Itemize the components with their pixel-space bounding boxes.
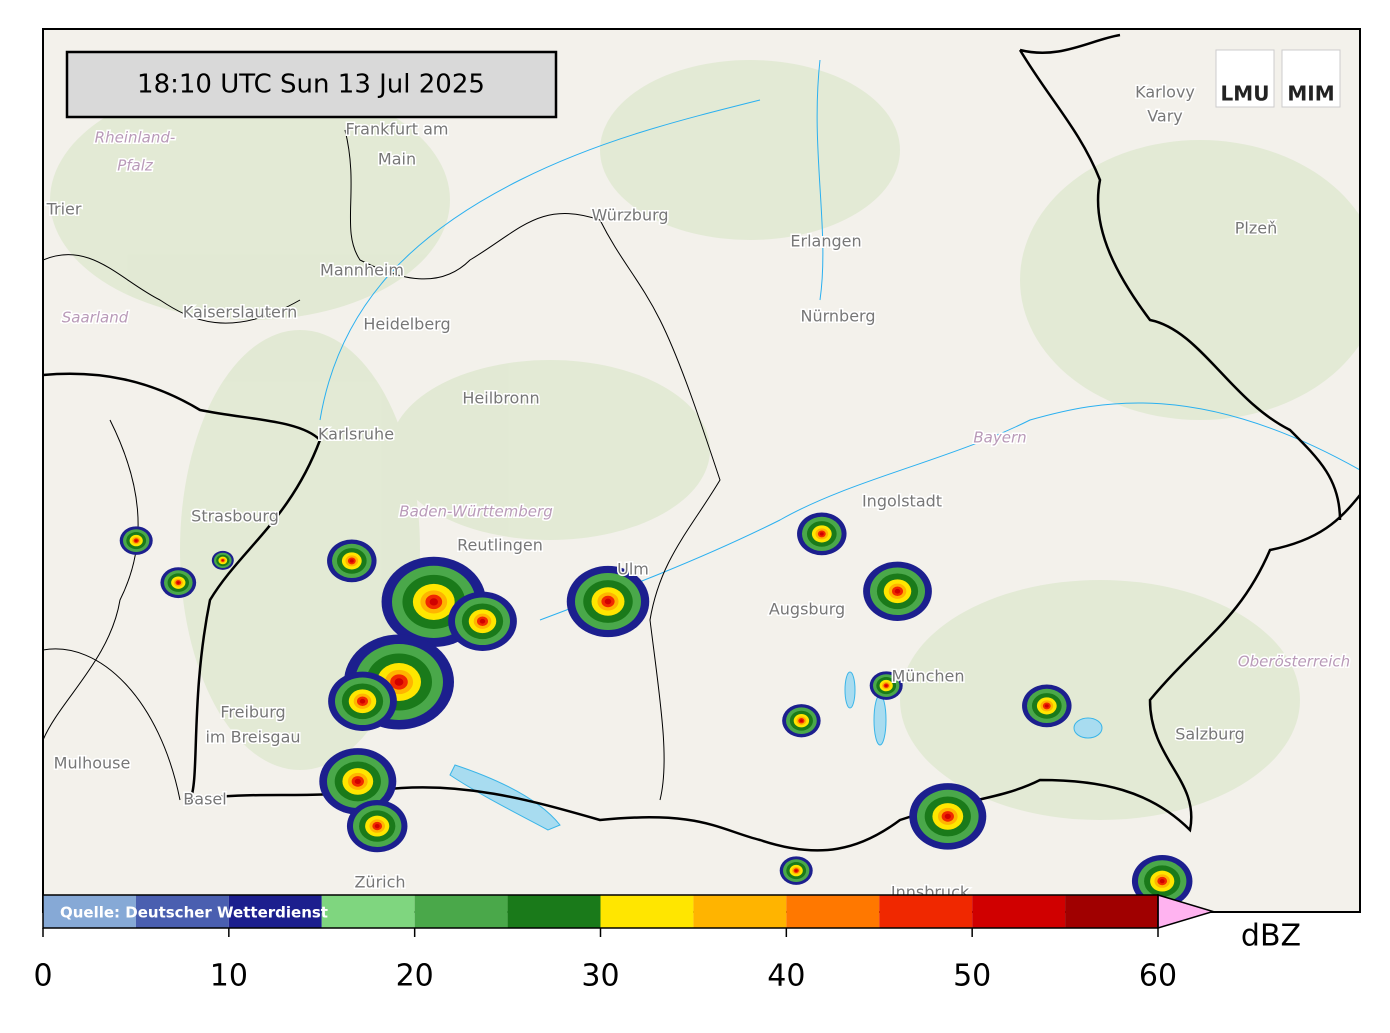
place-label: Saarland (62, 309, 129, 327)
colorbar-segment (507, 895, 601, 928)
radar-echo (819, 532, 824, 536)
place-label: Freiburg (220, 703, 285, 722)
place-label: Rheinland- (95, 129, 176, 147)
radar-echo (176, 581, 180, 584)
place-label: Main (378, 150, 416, 169)
timestamp: 18:10 UTC Sun 13 Jul 2025 (137, 70, 485, 100)
colorbar-tick-label: 10 (210, 959, 248, 994)
colorbar-tick-label: 0 (33, 959, 52, 994)
place-label: Karlovy (1135, 83, 1195, 102)
radar-echoes (119, 512, 1193, 908)
place-label: Baden-Württemberg (399, 503, 552, 521)
place-label: Würzburg (591, 206, 668, 225)
radar-echo (349, 559, 354, 563)
colorbar-segment (786, 895, 880, 928)
place-label: Vary (1147, 107, 1183, 126)
place-label: München (891, 667, 964, 686)
radar-echo (794, 869, 798, 872)
colorbar-segment (135, 895, 229, 928)
colorbar-tick-label: 40 (767, 959, 805, 994)
logo-box (1281, 49, 1341, 108)
place-label: Nürnberg (801, 307, 876, 326)
radar-echo (354, 778, 361, 785)
colorbar-tick-label: 30 (581, 959, 619, 994)
radar-echo (604, 598, 612, 605)
colorbar-segment (321, 895, 415, 928)
colorbar-tick-label: 20 (396, 959, 434, 994)
radar-echo (134, 539, 138, 542)
radar-echo (221, 559, 224, 562)
place-label: Augsburg (769, 600, 845, 619)
place-label: Mannheim (320, 261, 404, 280)
colorbar-segment (1065, 895, 1158, 928)
radar-echo (944, 813, 951, 820)
place-label: Heidelberg (363, 315, 450, 334)
place-label: Ingolstadt (862, 492, 942, 511)
radar-echo (374, 824, 380, 829)
colorbar-unit: dBZ (1241, 919, 1301, 954)
radar-echo (1044, 704, 1049, 708)
place-label: Ulm (617, 560, 649, 579)
place-label: Mulhouse (54, 754, 131, 773)
place-label: Salzburg (1175, 725, 1245, 744)
place-label: Basel (183, 790, 226, 809)
place-label: Trier (46, 200, 82, 219)
place-label: Bayern (973, 429, 1026, 447)
map-base (43, 29, 1360, 912)
source-credit: Quelle: Deutscher Wetterdienst (60, 904, 328, 922)
radar-echo (394, 678, 404, 686)
colorbar-segment (414, 895, 508, 928)
logo-text: MIM (1287, 82, 1334, 106)
place-label: Oberösterreich (1238, 653, 1350, 671)
place-label: Pfalz (117, 157, 154, 175)
place-label: Kaiserslautern (183, 303, 298, 322)
place-label: Strasbourg (191, 507, 279, 526)
place-label: Erlangen (790, 232, 861, 251)
place-label: Heilbronn (462, 389, 539, 408)
colorbar-segment (972, 895, 1066, 928)
colorbar-tick-label: 50 (953, 959, 991, 994)
colorbar-tick-label: 60 (1139, 959, 1177, 994)
place-label: Reutlingen (457, 536, 543, 555)
logo-text: LMU (1221, 82, 1270, 106)
colorbar-segment (600, 895, 694, 928)
place-labels: Frankfurt am Main Rheinland- Pfalz Trier Würz… (44, 81, 1352, 903)
place-label: Karlsruhe (318, 425, 394, 444)
place-label: Zürich (354, 873, 405, 892)
radar-echo (359, 698, 366, 704)
radar-echo (479, 618, 486, 624)
colorbar-segment (43, 895, 136, 928)
logo-box (1215, 49, 1275, 108)
place-label: im Breisgau (205, 728, 300, 747)
radar-echo (429, 598, 438, 606)
radar-echo (894, 588, 901, 594)
radar-echo (884, 684, 888, 687)
place-label: Frankfurt am (346, 120, 449, 139)
colorbar: Quelle: Deutscher Wetterdienst 0 10 20 30 40 5… (33, 893, 1301, 994)
colorbar-segment (228, 895, 322, 928)
timestamp-box (65, 50, 558, 119)
colorbar-segment (879, 895, 973, 928)
radar-echo (799, 719, 803, 723)
colorbar-segment (693, 895, 787, 928)
radar-echo (1159, 879, 1165, 884)
place-label: Plzeň (1235, 219, 1277, 238)
